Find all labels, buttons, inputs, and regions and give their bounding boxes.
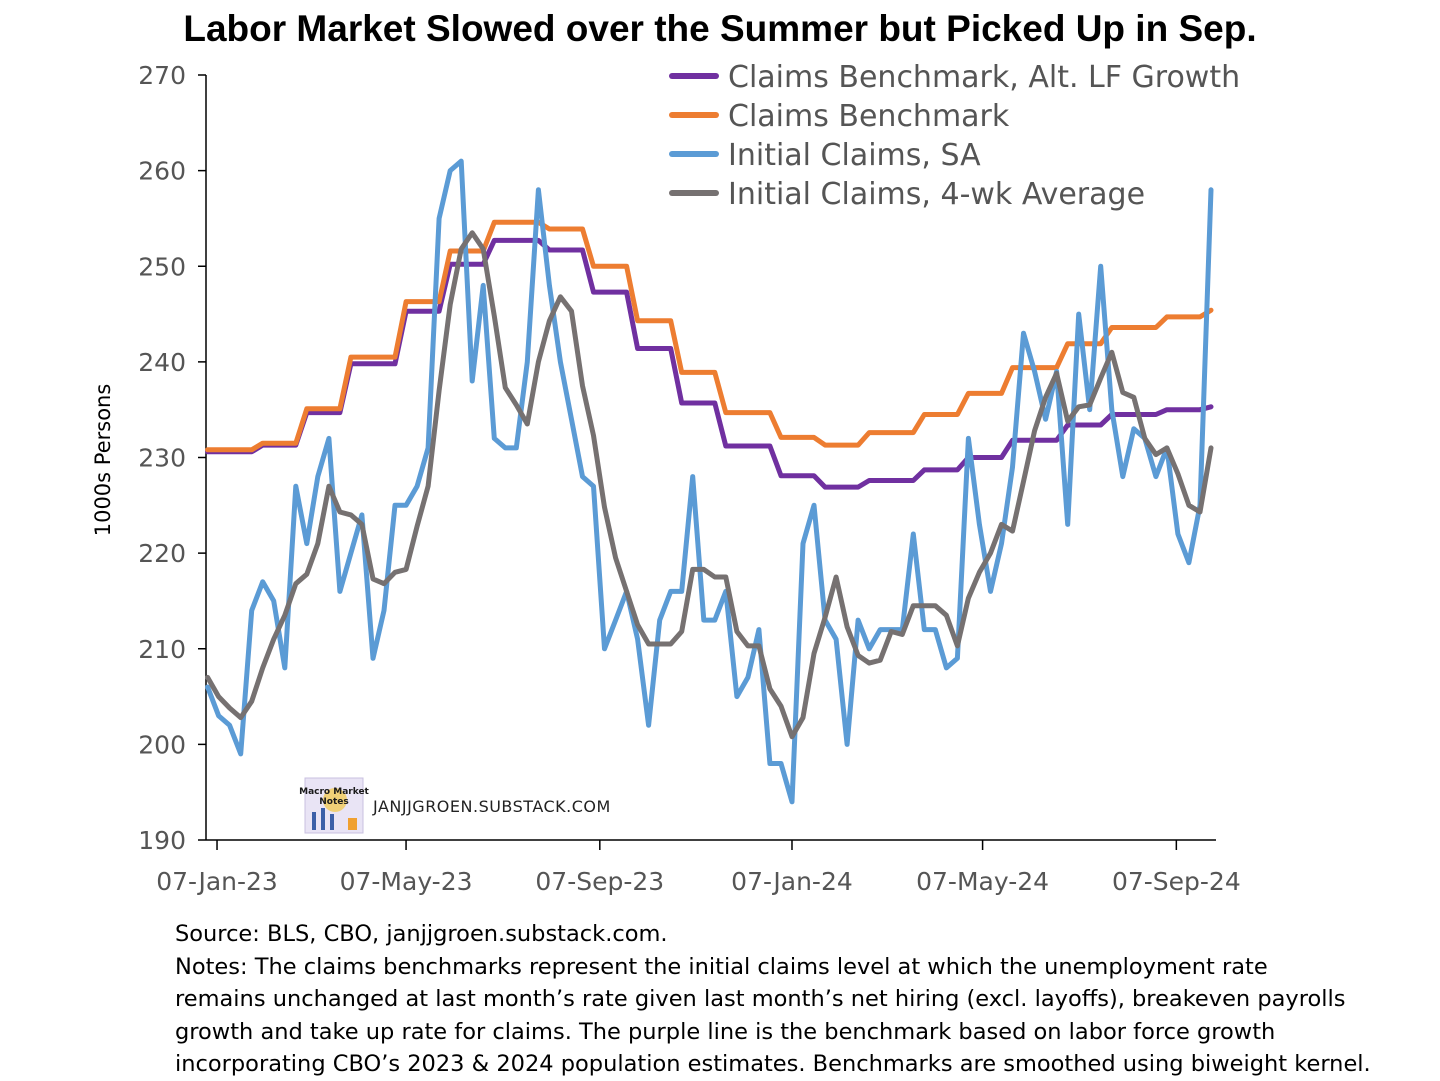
legend-label: Claims Benchmark (728, 99, 1010, 134)
legend-label: Initial Claims, 4-wk Average (728, 177, 1145, 212)
series-line-alt-lf-benchmark (205, 237, 1214, 490)
y-axis: 190 200 210 220 230 240 250 260 270 (138, 61, 207, 855)
watermark-text: JANJJGROEN.SUBSTACK.COM (372, 797, 611, 816)
y-tick-label: 200 (138, 730, 186, 759)
y-tick-label: 250 (138, 252, 186, 281)
notes-line-1: Notes: The claims benchmarks represent t… (175, 953, 1268, 980)
logo-text-line1: Macro Market (299, 787, 369, 797)
x-axis: 07-Jan-23 07-May-23 07-Sep-23 07-Jan-24 07-M… (156, 839, 1241, 896)
y-axis-label: 1000s Persons (91, 384, 115, 537)
x-tick-label: 07-Sep-24 (1112, 867, 1241, 896)
x-tick-label: 07-Jan-24 (731, 867, 853, 896)
x-tick-label: 07-Sep-23 (535, 867, 664, 896)
y-tick-label: 240 (138, 348, 186, 377)
series-line-claims-benchmark (205, 219, 1214, 453)
logo-text-line2: Notes (319, 797, 348, 807)
legend: Claims Benchmark, Alt. LF Growth Claims B… (669, 60, 1240, 212)
legend-label: Claims Benchmark, Alt. LF Growth (728, 60, 1240, 95)
notes-line-3: growth and take up rate for claims. The … (175, 1018, 1276, 1045)
x-tick-label: 07-May-23 (340, 867, 473, 896)
notes-block: Source: BLS, CBO, janjjgroen.substack.co… (175, 918, 1425, 1081)
legend-label: Initial Claims, SA (728, 138, 981, 173)
legend-item-initial-claims: Initial Claims, SA (669, 138, 981, 173)
watermark: Macro Market Notes JANJJGROEN.SUBSTACK.C… (299, 777, 611, 834)
y-tick-label: 260 (138, 157, 186, 186)
series-line-initial-claims (205, 158, 1214, 805)
notes-line-2: remains unchanged at last month’s rate g… (175, 986, 1346, 1012)
y-tick-label: 210 (138, 635, 186, 664)
legend-item-alt-lf-benchmark: Claims Benchmark, Alt. LF Growth (669, 60, 1240, 95)
y-tick-label: 230 (138, 444, 186, 473)
y-tick-label: 190 (138, 826, 186, 855)
chart-title: Labor Market Slowed over the Summer but … (183, 8, 1257, 49)
y-tick-label: 220 (138, 539, 186, 568)
x-tick-label: 07-May-24 (916, 867, 1049, 896)
macro-market-notes-logo: Macro Market Notes (299, 777, 370, 834)
y-tick-label: 270 (138, 61, 186, 90)
series-layer (205, 158, 1214, 805)
notes-line-4: incorporating CBO’s 2023 & 2024 populati… (175, 1051, 1371, 1077)
x-tick-label: 07-Jan-23 (156, 867, 278, 896)
legend-item-claims-benchmark: Claims Benchmark (669, 99, 1010, 134)
legend-item-4wk-average: Initial Claims, 4-wk Average (669, 177, 1145, 212)
source-line: Source: BLS, CBO, janjjgroen.substack.co… (175, 921, 668, 947)
series-line-4wk-average (205, 230, 1214, 740)
